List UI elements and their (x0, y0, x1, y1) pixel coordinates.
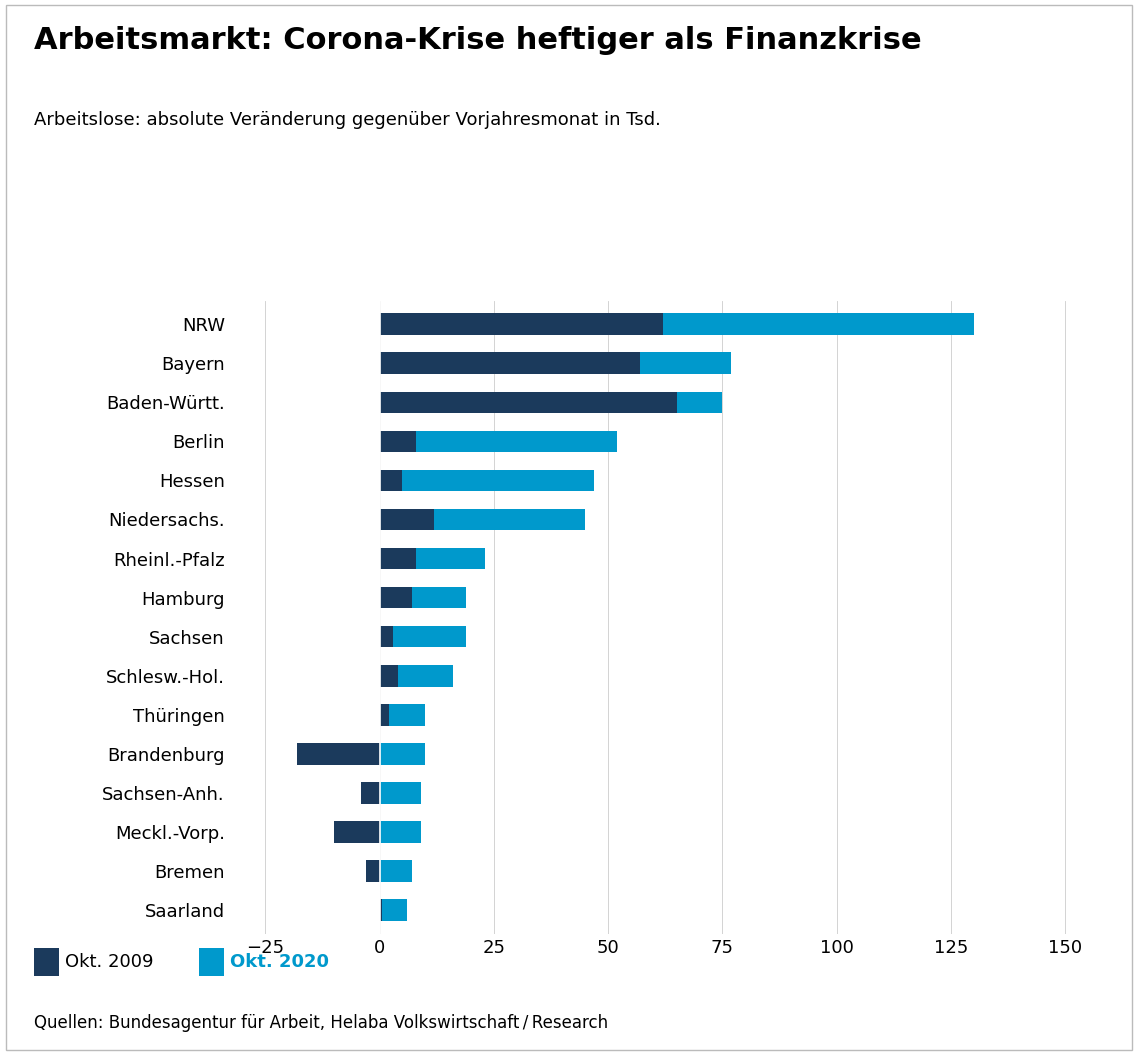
Bar (380, 626, 467, 648)
Bar (380, 313, 662, 334)
Bar (380, 587, 412, 609)
Text: Okt. 2009: Okt. 2009 (65, 953, 154, 972)
Bar (361, 782, 380, 804)
Bar (380, 352, 640, 373)
Bar (380, 861, 412, 882)
Bar (333, 822, 380, 843)
Bar (380, 822, 421, 843)
Bar (380, 900, 382, 921)
Bar (297, 743, 380, 765)
Bar (380, 704, 426, 726)
Bar (380, 548, 485, 570)
Bar (380, 548, 417, 570)
Bar (380, 626, 394, 648)
Bar (380, 509, 435, 531)
Bar (380, 665, 453, 687)
Bar (380, 782, 421, 804)
Bar (380, 430, 617, 453)
Bar (380, 469, 403, 492)
Text: Arbeitslose: absolute Veränderung gegenüber Vorjahresmonat in Tsd.: Arbeitslose: absolute Veränderung gegenü… (34, 111, 661, 129)
Bar (380, 313, 974, 334)
Bar (380, 665, 398, 687)
Text: Quellen: Bundesagentur für Arbeit, Helaba Volkswirtschaft / Research: Quellen: Bundesagentur für Arbeit, Helab… (34, 1014, 609, 1032)
Text: Arbeitsmarkt: Corona-Krise heftiger als Finanzkrise: Arbeitsmarkt: Corona-Krise heftiger als … (34, 26, 922, 55)
Text: Okt. 2020: Okt. 2020 (230, 953, 329, 972)
Bar (380, 391, 677, 413)
Bar (365, 861, 380, 882)
Bar (380, 352, 732, 373)
Bar (380, 743, 426, 765)
Bar (380, 391, 723, 413)
Bar (380, 587, 467, 609)
Bar (380, 469, 594, 492)
Bar (380, 900, 407, 921)
Bar (380, 430, 417, 453)
Bar (380, 509, 585, 531)
Bar (380, 704, 389, 726)
